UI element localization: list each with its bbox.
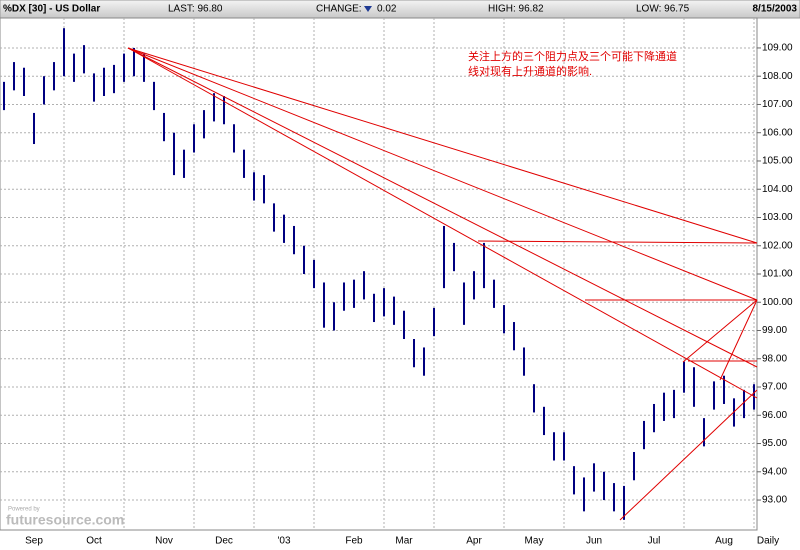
y-tick-label: 98.00 — [762, 353, 787, 364]
trend-line — [127, 47, 758, 244]
y-tick-label: 108.00 — [762, 71, 793, 82]
y-tick-label: 102.00 — [762, 240, 793, 251]
y-tick-label: 93.00 — [762, 495, 787, 506]
change-label: CHANGE: — [316, 4, 362, 15]
trend-line — [127, 47, 758, 368]
x-tick-label: Oct — [86, 536, 102, 547]
y-tick-label: 105.00 — [762, 156, 793, 167]
down-arrow — [364, 6, 372, 12]
bars — [3, 28, 755, 520]
x-tick-label: Apr — [466, 536, 482, 547]
x-tick-label: Jul — [648, 536, 661, 547]
chart-title: %DX [30] - US Dollar — [3, 4, 100, 15]
y-tick-label: 97.00 — [762, 382, 787, 393]
x-tick-label: Dec — [215, 536, 233, 547]
last-price: LAST: 96.80 — [168, 4, 223, 15]
grid — [0, 18, 757, 530]
y-tick-label: 109.00 — [762, 43, 793, 54]
annotation: 关注上方的三个阻力点及三个可能下降通道 — [468, 49, 677, 63]
x-tick-label: '03 — [277, 536, 290, 547]
y-tick-label: 107.00 — [762, 99, 793, 110]
support-line — [619, 389, 758, 521]
high-price: HIGH: 96.82 — [488, 4, 544, 15]
period-label: Daily — [757, 536, 779, 547]
watermark-small: Powered by — [8, 507, 40, 513]
trend-line — [127, 47, 758, 399]
y-tick-label: 96.00 — [762, 410, 787, 421]
y-tick-label: 99.00 — [762, 325, 787, 336]
trend-line — [127, 47, 758, 301]
change-value: 0.02 — [377, 4, 397, 15]
y-tick-label: 94.00 — [762, 466, 787, 477]
y-tick-label: 103.00 — [762, 212, 793, 223]
y-tick-label: 95.00 — [762, 438, 787, 449]
trend-lines — [127, 47, 758, 521]
annotation: 线对现有上升通道的影响. — [468, 64, 592, 78]
watermark: futuresource.com — [6, 512, 124, 528]
x-tick-label: Sep — [25, 536, 43, 547]
trend-line — [682, 299, 758, 363]
y-tick-label: 101.00 — [762, 269, 793, 280]
date: 8/15/2003 — [753, 4, 798, 15]
x-tick-label: Feb — [345, 536, 363, 547]
y-tick-label: 100.00 — [762, 297, 793, 308]
x-tick-label: May — [525, 536, 544, 547]
y-tick-label: 104.00 — [762, 184, 793, 195]
y-tick-label: 106.00 — [762, 127, 793, 138]
low-price: LOW: 96.75 — [636, 4, 690, 15]
x-tick-label: Mar — [395, 536, 413, 547]
x-tick-label: Aug — [715, 536, 733, 547]
x-tick-label: Nov — [155, 536, 173, 547]
trend-line — [719, 299, 758, 381]
horizontal-line — [477, 240, 758, 244]
x-tick-label: Jun — [586, 536, 602, 547]
